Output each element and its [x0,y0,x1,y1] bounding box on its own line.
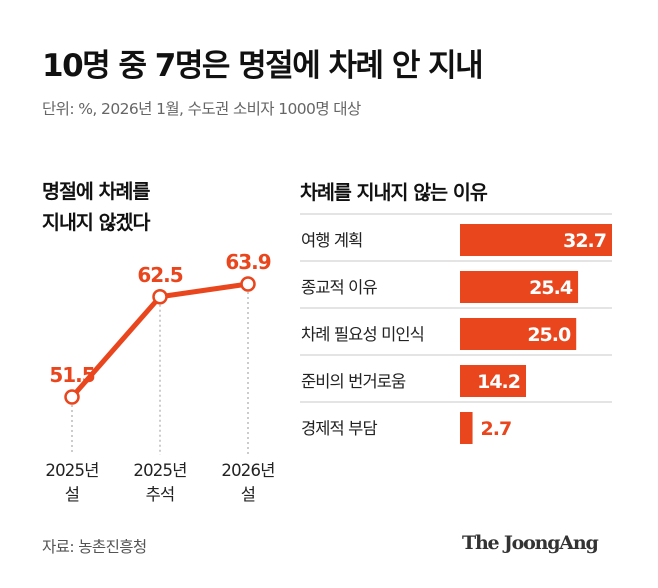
bar-data-label-2: 25.4 [529,277,573,299]
bar-category-label-2: 종교적 이유 [301,278,377,297]
line-chart-title-line-1: 명절에 차례를 [42,180,150,203]
line-data-label-3: 63.9 [225,250,270,274]
bar-4 [460,365,527,397]
bar-5 [460,412,473,444]
bar-3 [460,318,577,350]
bar-2 [460,271,579,303]
x-tick-label-3-2: 설 [241,485,255,504]
line-data-label-2: 62.5 [137,263,182,287]
x-tick-label-1-2: 설 [65,485,79,504]
x-tick-label-3-1: 2026년 [221,461,274,480]
bar-chart-title: 차례를 지내지 않는 이유 [300,181,488,204]
x-tick-label-2-1: 2025년 [133,461,186,480]
bar-data-label-5: 2.7 [481,418,512,440]
line-chart-title-line-2: 지내지 않겠다 [42,211,150,234]
bar-data-label-4: 14.2 [477,371,520,393]
line-chart-title: 명절에 차례를 지내지 않겠다 [42,176,242,238]
bar-data-label-3: 25.0 [527,324,571,346]
bar-category-label-3: 차례 필요성 미인식 [301,325,424,344]
line-point-1 [64,389,80,405]
x-tick-label-1-1: 2025년 [45,461,98,480]
brand-logo: The JoongAng [462,532,599,554]
bar-1 [460,224,612,256]
x-tick-label-2-2: 추석 [146,485,175,504]
bar-category-label-1: 여행 계획 [301,231,362,250]
unit-note: 단위: %, 2026년 1월, 수도권 소비자 1000명 대상 [42,100,361,118]
line-data-label-1: 51.5 [49,363,94,387]
page-title: 10명 중 7명은 명절에 차례 안 지내 [42,48,484,84]
source-note: 자료: 농촌진흥청 [42,538,147,556]
bar-category-label-4: 준비의 번거로움 [301,372,406,391]
line-point-2 [152,289,168,305]
bar-data-label-1: 32.7 [563,230,606,252]
bar-category-label-5: 경제적 부담 [301,419,377,438]
line-point-3 [240,276,256,292]
